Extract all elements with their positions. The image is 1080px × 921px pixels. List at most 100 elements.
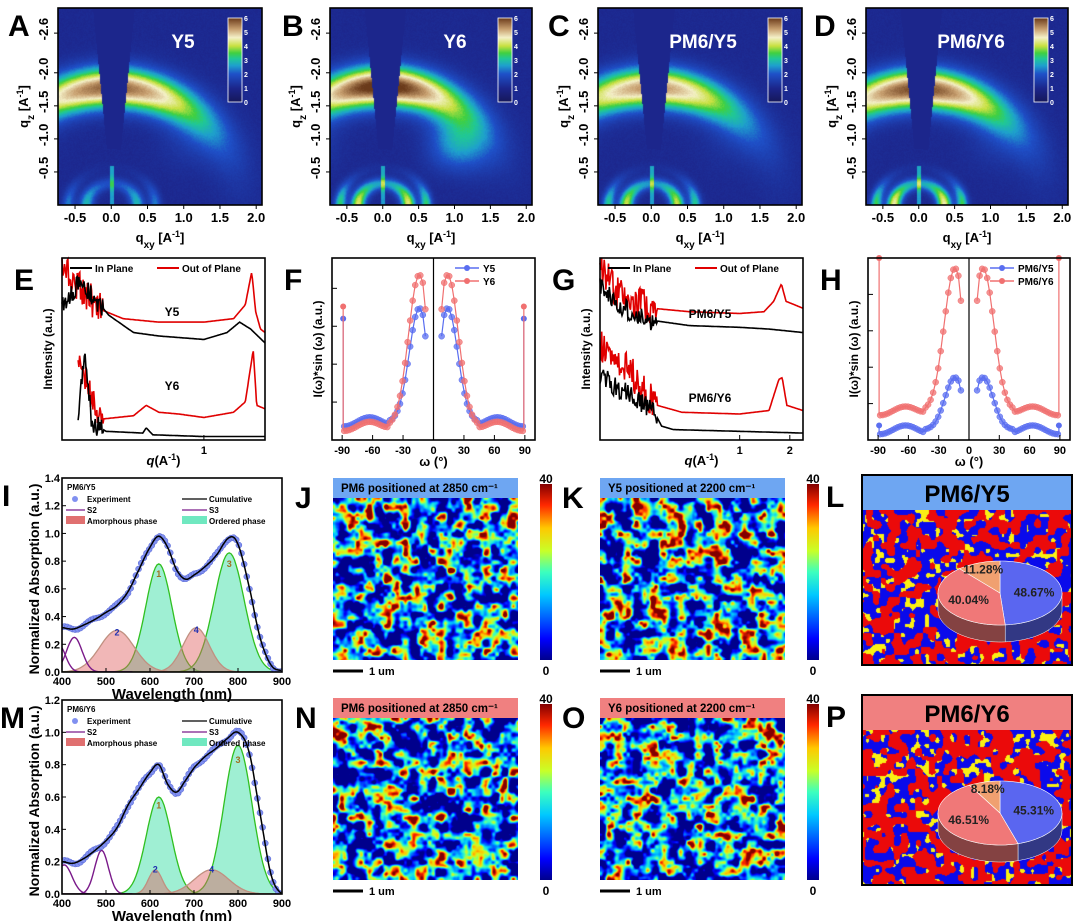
data-point xyxy=(453,317,461,324)
ordered-phase-peak xyxy=(62,563,282,672)
phase-frame xyxy=(861,694,1073,886)
legend-label: S2 xyxy=(87,506,97,515)
x-tick-label: 700 xyxy=(185,676,203,688)
legend-label: Out of Plane xyxy=(720,264,779,275)
axis-label-unit: [A xyxy=(155,230,173,245)
colorbar-min-label: 0 xyxy=(810,664,817,678)
x-axis-label: qxy [A-1] xyxy=(136,229,185,251)
data-point xyxy=(406,317,414,324)
giwaxs-plot-frame xyxy=(329,7,533,206)
x-tick-label: 2.0 xyxy=(787,210,805,225)
colorbar xyxy=(807,484,819,660)
y-tick-label: -2.0 xyxy=(308,58,323,80)
series-line xyxy=(344,307,426,427)
sample-label: PM6/Y5 xyxy=(67,483,96,492)
data-point xyxy=(937,347,944,355)
colorbar-min-label: 0 xyxy=(810,884,817,898)
panel-letter: M xyxy=(0,702,25,735)
x-tick-label: 400 xyxy=(53,676,71,688)
x-tick-label: 90 xyxy=(1054,445,1066,457)
x-tick-label: -0.5 xyxy=(64,210,86,225)
data-point xyxy=(973,387,981,394)
sample-label: PM6/Y6 xyxy=(67,705,96,714)
panel-letter: N xyxy=(295,702,317,735)
x-tick-label: 30 xyxy=(993,445,1005,457)
x-tick-label: -90 xyxy=(334,445,350,457)
pie-slice-label: 40.04% xyxy=(948,593,989,607)
x-tick-label: 2.0 xyxy=(1053,210,1071,225)
y-tick-label: -1.5 xyxy=(36,91,51,113)
colorbar xyxy=(807,704,819,880)
x-axis-label: Wavelength (nm) xyxy=(112,908,232,921)
data-point xyxy=(957,297,965,304)
data-point xyxy=(396,392,404,400)
curve-label: PM6/Y5 xyxy=(689,307,732,321)
series-line xyxy=(599,369,804,434)
legend-label: In Plane xyxy=(633,264,672,275)
pie-slice xyxy=(968,780,1001,814)
legend-marker-experiment xyxy=(72,496,78,502)
data-point xyxy=(466,403,473,411)
colorbar-tick-label: 3 xyxy=(784,58,788,65)
colorbar-tick-label: 3 xyxy=(244,58,248,65)
axis-label-base: q xyxy=(146,453,154,468)
legend-label: S3 xyxy=(209,506,219,515)
map-title: Y6 positioned at 2200 cm⁻¹ xyxy=(608,703,755,715)
data-point xyxy=(394,403,401,411)
y-tick-label: 0.6 xyxy=(45,792,60,804)
x-tick-label: 600 xyxy=(141,898,159,910)
y-tick-label: -2.6 xyxy=(576,18,591,40)
colorbar-tick-label: 6 xyxy=(244,16,248,23)
y-tick-label: -2.0 xyxy=(844,58,859,80)
legend-label: S2 xyxy=(87,728,97,737)
axis-label-base: q xyxy=(943,230,951,245)
x-axis-label: ω (°) xyxy=(955,454,983,469)
colorbar-tick-label: 6 xyxy=(784,16,788,23)
x-tick-label: -30 xyxy=(931,445,947,457)
legend-marker xyxy=(464,265,470,271)
x-axis-label: ω (°) xyxy=(419,454,447,469)
legend-label: Ordered phase xyxy=(209,517,266,526)
y-tick-label: -1.5 xyxy=(308,91,323,113)
plot-frame xyxy=(331,257,536,441)
amorphous-phase-peak xyxy=(62,869,282,894)
data-point xyxy=(942,391,950,399)
map-title: Y5 positioned at 2200 cm⁻¹ xyxy=(608,483,755,495)
panel-letter: A xyxy=(8,10,30,43)
axis-label-unit: [A xyxy=(556,97,571,115)
panel-letter: D xyxy=(814,10,836,43)
x-tick-label: 0.5 xyxy=(946,210,964,225)
x-tick-label: 90 xyxy=(519,445,531,457)
panel-letter: O xyxy=(562,702,585,735)
phase-title: PM6/Y6 xyxy=(924,701,1009,728)
legend-swatch-amorphous xyxy=(66,516,85,524)
data-point xyxy=(988,391,996,399)
scale-bar-label: 1 um xyxy=(369,666,395,678)
x-tick-label: 0 xyxy=(430,445,436,457)
peak-label: 1 xyxy=(156,801,161,811)
data-point xyxy=(519,427,527,435)
y-tick-label: -0.5 xyxy=(308,157,323,179)
panel-letter: F xyxy=(284,264,302,297)
x-axis-label: Wavelength (nm) xyxy=(112,686,232,703)
colorbar-max-label: 40 xyxy=(806,472,820,486)
x-tick-label: 800 xyxy=(229,676,247,688)
series-line xyxy=(599,278,804,334)
legend-label: Amorphous phase xyxy=(87,517,158,526)
panel-letter: I xyxy=(2,480,10,513)
colorbar xyxy=(227,17,243,103)
plot-frame xyxy=(61,477,283,673)
data-point xyxy=(983,274,991,282)
colorbar-tick-label: 0 xyxy=(1050,100,1054,107)
axis-label-end: ] xyxy=(451,230,455,245)
panel-letter: E xyxy=(14,264,34,297)
data-point xyxy=(986,384,993,391)
data-point xyxy=(939,328,947,335)
ordered-phase-peak xyxy=(62,796,282,894)
phase-frame xyxy=(861,474,1073,666)
x-tick-label: -0.5 xyxy=(872,210,894,225)
scale-bar-label: 1 um xyxy=(636,886,662,898)
legend-label: Y6 xyxy=(483,277,496,288)
ordered-phase-peak xyxy=(62,744,282,894)
colorbar-tick-label: 5 xyxy=(244,30,248,37)
